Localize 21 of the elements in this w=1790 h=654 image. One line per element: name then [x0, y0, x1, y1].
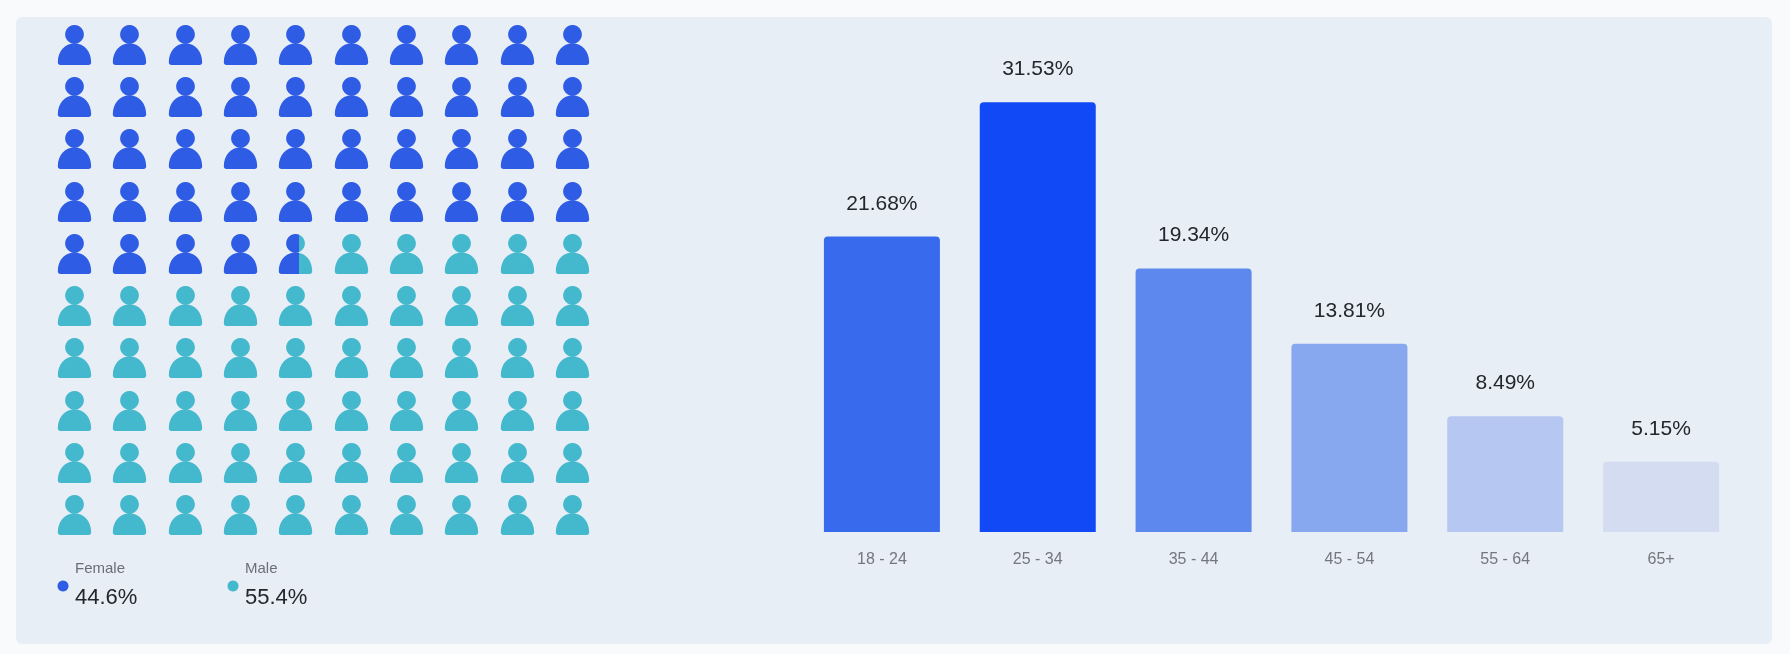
x-tick-label: 55 - 64 — [1480, 549, 1531, 567]
category-label: Male — [245, 559, 278, 576]
data-label: 13.81% — [1313, 297, 1386, 321]
data-label: 8.49% — [1475, 370, 1536, 394]
bar — [1291, 343, 1408, 532]
x-tick-label: 25 - 34 — [1012, 549, 1063, 567]
x-tick-label: 65+ — [1647, 549, 1675, 567]
bar — [979, 102, 1096, 532]
x-tick-label: 35 - 44 — [1168, 549, 1219, 567]
x-tick-label: 18 - 24 — [857, 549, 907, 567]
data-label: 44.6% — [75, 583, 138, 609]
bar — [1135, 268, 1252, 532]
data-label: 21.68% — [846, 190, 918, 214]
bar — [1447, 416, 1564, 532]
data-label: 5.15% — [1631, 415, 1691, 439]
data-label: 55.4% — [245, 583, 308, 609]
bar — [823, 236, 940, 532]
data-label: 31.53% — [1002, 56, 1074, 80]
data-label: 19.34% — [1157, 222, 1230, 246]
category-label: Female — [75, 559, 126, 576]
x-tick-label: 45 - 54 — [1324, 549, 1375, 567]
